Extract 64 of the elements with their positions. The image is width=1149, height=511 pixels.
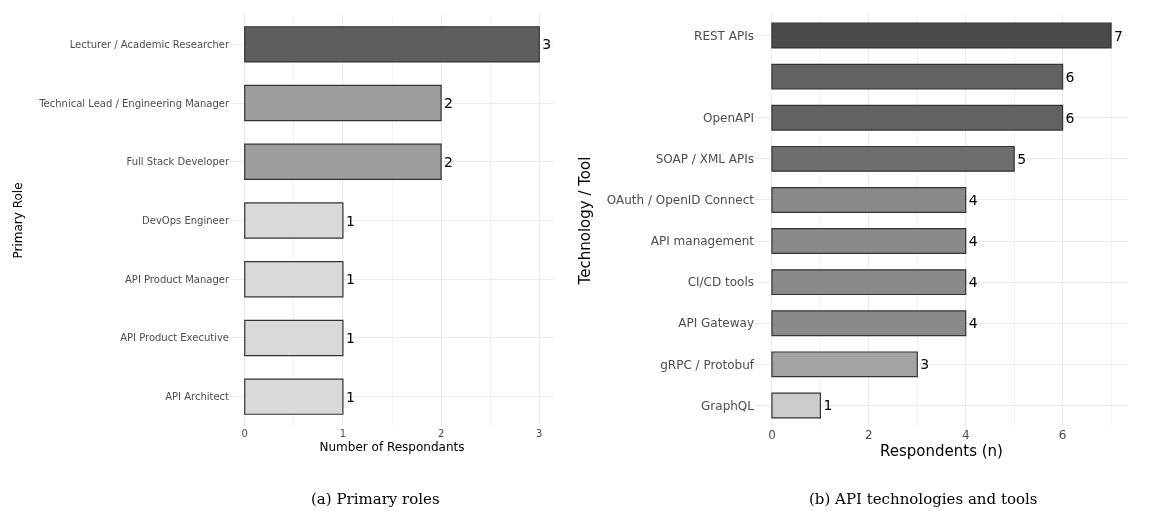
x-tick-label: 2 — [437, 428, 445, 439]
data-label: 1 — [345, 212, 355, 229]
y-tick-label: Lecturer / Academic Researcher — [69, 38, 230, 50]
x-tick-label: 0 — [241, 428, 248, 439]
bar — [771, 187, 967, 213]
bar — [244, 261, 344, 298]
y-tick-label: Full Stack Developer — [126, 156, 230, 168]
y-tick-label: CI/CD tools — [687, 275, 754, 290]
bar — [244, 84, 442, 122]
bar — [771, 22, 1112, 49]
x-tick-label: 3 — [536, 428, 543, 439]
y-tick-label: gRPC / Protobuf — [660, 357, 755, 372]
bar — [771, 228, 967, 254]
y-tick-label: API Gateway — [678, 316, 754, 331]
y-tick-label: API management — [650, 234, 755, 249]
data-label: 2 — [444, 95, 454, 112]
data-label: 3 — [542, 36, 552, 53]
bar — [244, 378, 344, 415]
bar — [244, 143, 442, 180]
bar — [771, 351, 918, 378]
y-tick-label: OpenAPI — [702, 110, 754, 125]
y-tick-label: DevOps Engineer — [142, 215, 230, 226]
x-axis-title: Respondents (n) — [880, 442, 1003, 460]
y-tick-label: SOAP / XML APIs — [655, 152, 754, 167]
bar — [771, 63, 1064, 90]
data-label: 5 — [1017, 150, 1027, 167]
y-tick-label: API Architect — [165, 391, 230, 403]
bar — [771, 269, 967, 296]
x-tick-label: 1 — [339, 428, 347, 439]
x-tick-label: 2 — [865, 428, 873, 442]
y-tick-label: REST APIs — [694, 28, 754, 43]
bar — [771, 310, 967, 337]
y-axis-title: Primary Role — [11, 182, 26, 259]
data-label: 4 — [968, 315, 978, 332]
bar — [771, 392, 821, 419]
y-tick-label: OAuth / OpenID Connect — [606, 193, 755, 208]
data-label: 6 — [1065, 109, 1075, 126]
bar — [771, 104, 1064, 131]
data-label: 4 — [968, 233, 978, 250]
y-axis-title: Technology / Tool — [575, 156, 594, 286]
x-axis-title: Number of Respondants — [319, 439, 465, 454]
y-tick-label: Technical Lead / Engineering Manager — [38, 97, 230, 109]
x-tick-label: 4 — [961, 428, 970, 442]
data-label: 1 — [345, 329, 355, 346]
bar — [244, 202, 344, 239]
y-tick-label: API Product Executive — [120, 332, 229, 344]
y-tick-label: GraphQL — [701, 398, 755, 413]
x-tick-label: 0 — [768, 428, 776, 442]
y-tick-label: API Product Manager — [125, 273, 230, 285]
data-label: 1 — [345, 271, 355, 288]
data-label: 2 — [444, 153, 454, 170]
data-label: 6 — [1065, 68, 1075, 85]
data-label: 1 — [345, 388, 355, 405]
data-label: 7 — [1114, 27, 1123, 44]
data-label: 4 — [968, 191, 978, 208]
text: (b) API technologies and tools — [809, 490, 1038, 508]
x-tick-label: 6 — [1058, 428, 1067, 442]
text: (a) Primary roles — [311, 490, 440, 508]
bar — [244, 26, 540, 63]
data-label: 3 — [920, 356, 930, 373]
bar — [244, 319, 344, 357]
data-label: 1 — [823, 397, 833, 414]
bar — [771, 145, 1015, 172]
data-label: 4 — [968, 274, 978, 291]
